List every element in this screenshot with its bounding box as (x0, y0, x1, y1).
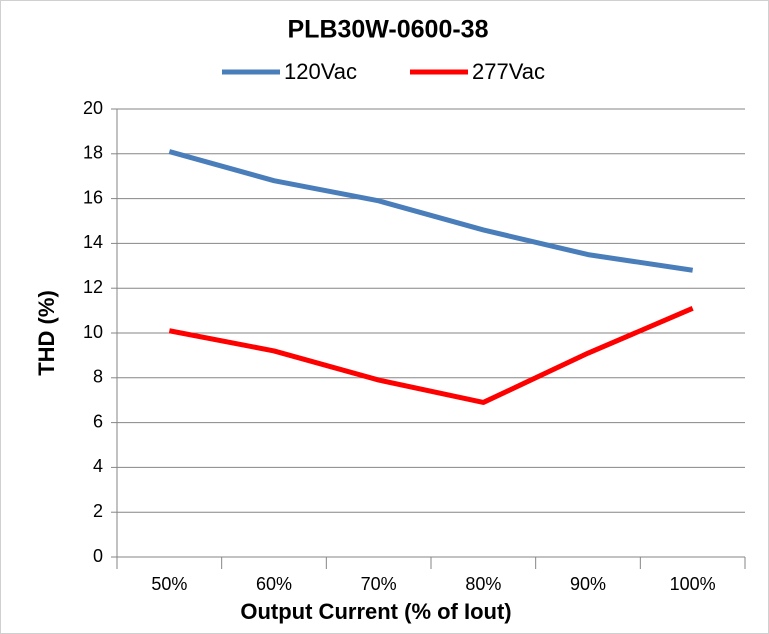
y-tick-label: 8 (93, 367, 103, 387)
x-tick-label: 60% (256, 574, 292, 594)
x-tick-label: 70% (361, 574, 397, 594)
y-tick-label: 12 (83, 277, 103, 297)
x-axis-label: Output Current (% of Iout) (240, 599, 511, 624)
y-tick-label: 20 (83, 98, 103, 118)
y-tick-label: 14 (83, 232, 103, 252)
y-axis-label: THD (%) (34, 290, 59, 376)
y-tick-label: 2 (93, 501, 103, 521)
y-tick-label: 0 (93, 546, 103, 566)
x-tick-label: 90% (570, 574, 606, 594)
series-line (168, 149, 694, 273)
y-tick-label: 18 (83, 143, 103, 163)
y-tick-label: 10 (83, 322, 103, 342)
x-tick-label: 50% (151, 574, 187, 594)
legend-label: 277Vac (472, 59, 545, 84)
y-tick-label: 6 (93, 411, 103, 431)
x-tick-label: 80% (465, 574, 501, 594)
y-tick-label: 4 (93, 456, 103, 476)
x-tick-label: 100% (670, 574, 716, 594)
series-line (168, 306, 694, 405)
chart-title: PLB30W-0600-38 (288, 16, 489, 44)
legend-label: 120Vac (284, 59, 357, 84)
y-tick-label: 16 (83, 187, 103, 207)
